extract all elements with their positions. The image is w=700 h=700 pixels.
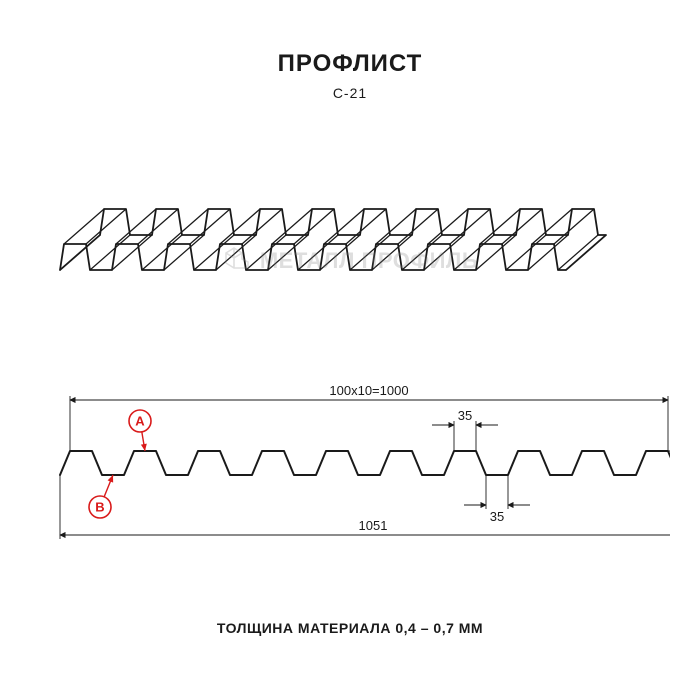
watermark-text: МЕТАЛЛ ПРОФИЛЬ [260,248,478,274]
svg-text:35: 35 [458,408,472,423]
thickness-note: ТОЛЩИНА МАТЕРИАЛА 0,4 – 0,7 ММ [0,620,700,636]
svg-text:100х10=1000: 100х10=1000 [329,383,408,398]
svg-text:A: A [135,414,145,429]
cross-section-drawing: 100х10=10001051353521AB [30,360,670,580]
svg-text:B: B [95,500,104,515]
page: ПРОФЛИСТ С-21 МЕТАЛЛ ПРОФИЛЬ 100х10=1000… [0,0,700,700]
svg-text:35: 35 [490,509,504,524]
isometric-drawing [50,140,650,320]
svg-text:1051: 1051 [359,518,388,533]
page-subtitle: С-21 [0,85,700,101]
watermark: МЕТАЛЛ ПРОФИЛЬ [0,245,700,277]
page-title: ПРОФЛИСТ [0,50,700,78]
logo-icon [222,245,252,277]
